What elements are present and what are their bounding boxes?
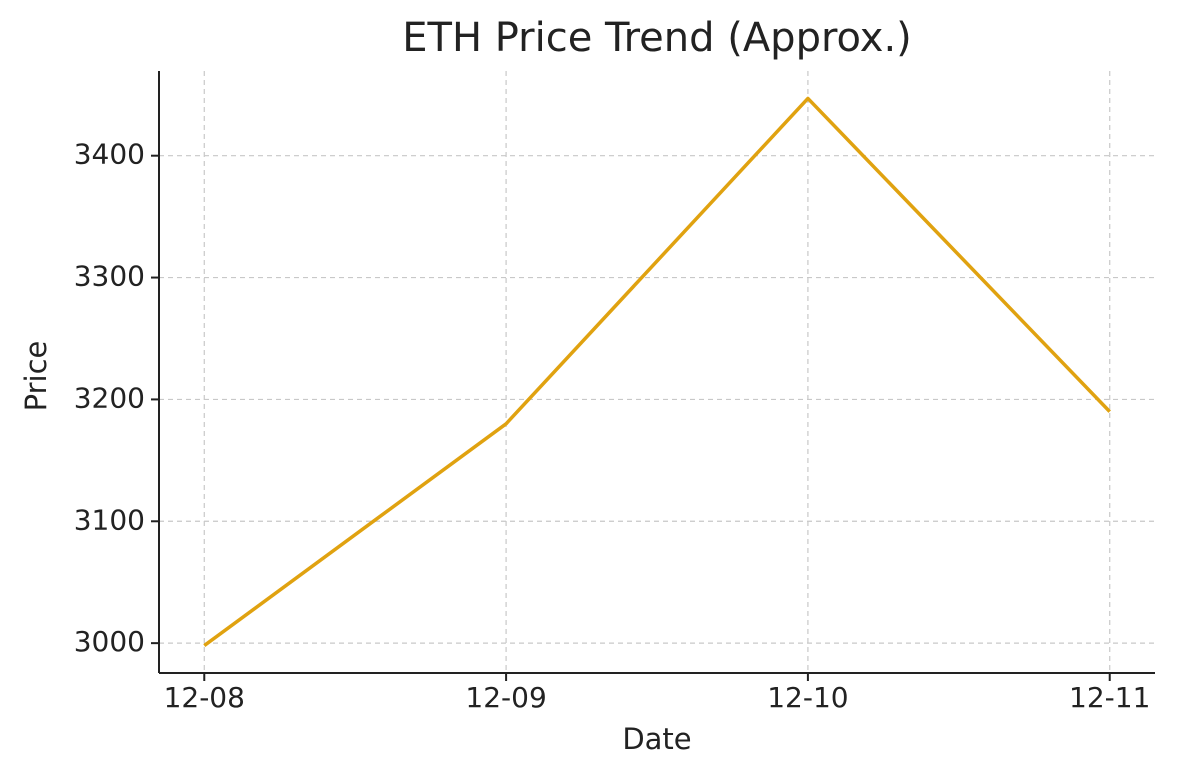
y-tick-label: 3100: [74, 503, 145, 536]
y-tick-label: 3000: [74, 625, 145, 658]
chart-title: ETH Price Trend (Approx.): [402, 15, 912, 61]
y-axis-label: Price: [19, 341, 53, 412]
x-tick-label: 12-11: [1069, 681, 1150, 714]
price-line: [203, 96, 1111, 647]
x-tick-label: 12-10: [767, 681, 848, 714]
x-tick-label: 12-08: [164, 681, 245, 714]
x-tick-label: 12-09: [465, 681, 546, 714]
y-tick-label: 3300: [74, 260, 145, 293]
x-axis-label: Date: [622, 722, 691, 756]
y-tick-label: 3400: [74, 138, 145, 171]
y-tick-label: 3200: [74, 381, 145, 414]
